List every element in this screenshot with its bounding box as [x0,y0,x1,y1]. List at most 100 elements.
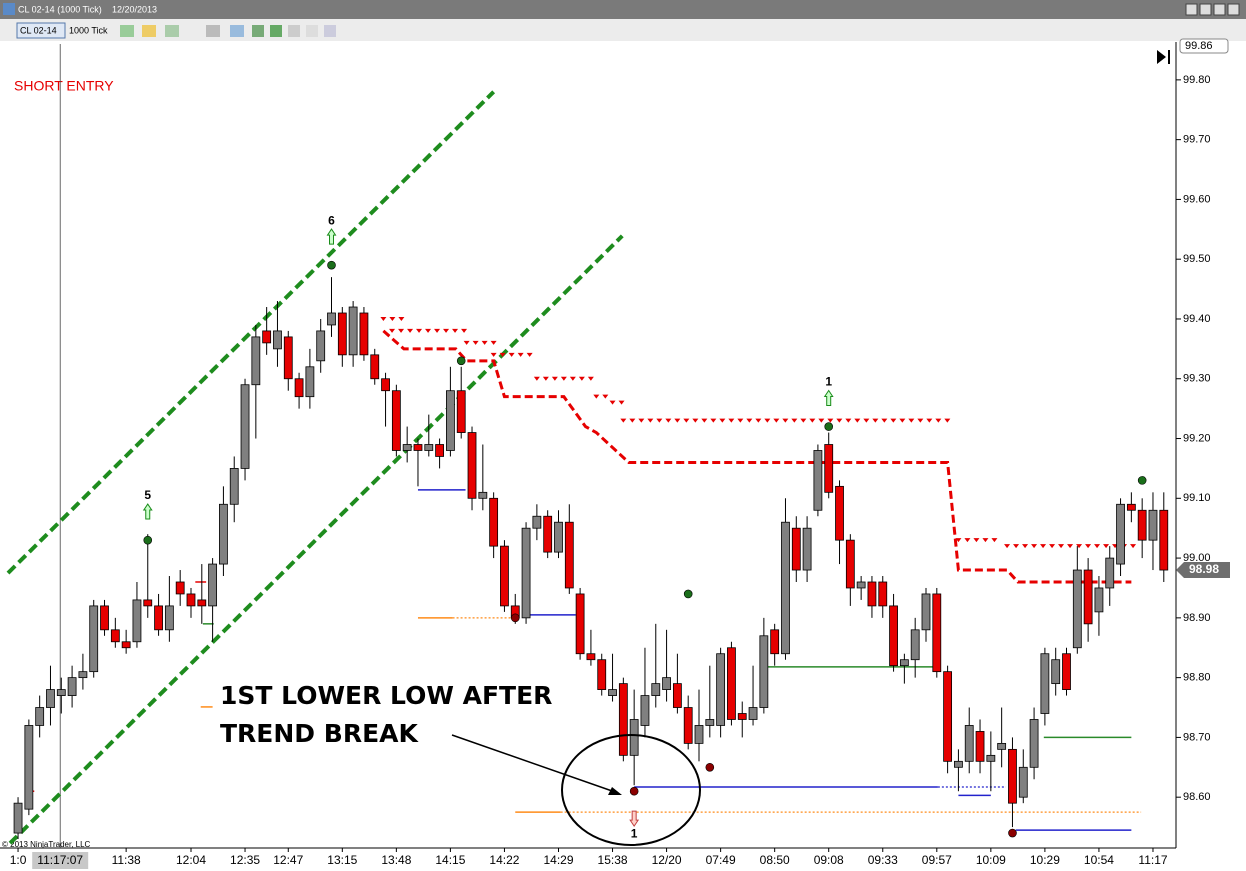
close-button[interactable] [1227,3,1240,16]
plot: 98.60 98.70 98.80 98.90 99.00 99.10 99.20 99.30… [6,38,1230,869]
window-date: 12/20/2013 [112,4,157,14]
candle-body [662,677,671,690]
candle-body [24,725,34,810]
icon[interactable] [120,25,134,37]
icon[interactable] [142,25,156,37]
signal-label: 1 [825,375,832,389]
candle-body [1083,569,1093,625]
cursor-box [32,852,89,869]
stop-markers [620,418,951,423]
stop-markers [1004,544,1137,549]
candle-body [186,593,196,607]
x-tick-label: 11:17 [1138,853,1167,867]
icon[interactable] [270,25,282,37]
callout-arrowhead [608,787,622,795]
title-bar [0,0,1246,19]
candle-body [478,491,488,499]
candle-body [672,683,682,708]
stop-markers [463,340,497,345]
candle-body [337,312,347,356]
cursor-label: 11:17:07 [37,853,83,867]
candle-body [1137,509,1147,541]
icon[interactable] [206,25,220,37]
y-tick-label: 99.20 [1183,432,1211,444]
candle-body [813,450,823,511]
candle-body [802,527,812,571]
candle-body [219,503,228,565]
candle-body [327,312,336,326]
top-price-label: 99.86 [1185,40,1213,52]
candle-body [175,581,185,595]
icon[interactable] [252,25,264,37]
candle-body [878,581,888,607]
y-tick-label: 99.80 [1183,74,1211,86]
signal-label: 1 [631,826,638,840]
signal-dot [327,260,336,270]
y-tick-label: 99.10 [1183,492,1211,504]
trend-line [8,234,624,845]
icon[interactable] [230,25,244,37]
candle-body [348,306,358,356]
candle-body [446,390,455,451]
candle-body [121,641,131,649]
x-tick-label: 09:33 [868,853,898,867]
candle-body [845,539,855,589]
candle-body [629,719,639,756]
x-tick-label: 12:35 [230,853,260,867]
candle-body [554,521,563,553]
candle-body [143,599,153,607]
icon[interactable] [324,25,336,37]
x-tick-label: 10:54 [1084,853,1114,867]
stop-markers [533,376,594,381]
candle-body [986,754,996,762]
maximize-button[interactable] [1213,3,1226,16]
candle-body [781,521,790,655]
x-tick-label: 15:38 [598,853,628,867]
x-tick-label: 09:08 [814,853,844,867]
minimize-button[interactable] [1199,3,1212,16]
icon[interactable] [288,25,300,37]
restore-button[interactable] [1185,3,1198,16]
candle-body [575,593,585,655]
candle-body [283,336,293,380]
x-tick-label: 10:29 [1030,853,1060,867]
candle-body [921,593,931,631]
y-tick-label: 98.60 [1183,791,1211,803]
candle-body [381,378,390,392]
x-tick-label: 09:57 [922,853,952,867]
candle-body [208,563,218,607]
y-tick-label: 98.80 [1183,672,1211,684]
candle-body [1051,659,1061,685]
stop-markers [609,400,625,405]
instrument-box[interactable] [16,22,66,39]
interval[interactable]: 1000 Tick [69,25,108,35]
y-tick-label: 99.60 [1183,193,1211,205]
signal-dot [456,356,466,366]
candle-body [856,581,866,589]
candle-body [132,599,142,643]
instrument[interactable]: CL 02-14 [20,25,57,35]
stop-markers [389,328,468,333]
scroll-end-button[interactable] [1157,50,1170,64]
candle-body [229,468,239,505]
candle-body [770,629,780,655]
x-tick-label: 14:29 [543,853,573,867]
candle-body [1126,503,1136,511]
candle-body [1040,653,1050,714]
candle-body [975,731,985,762]
stop-markers [593,394,609,399]
x-tick-label: 07:49 [706,853,736,867]
candle-body [964,725,974,762]
copyright: © 2013 NinjaTrader, LLC [2,840,91,849]
icon[interactable] [165,25,179,37]
candle-body [1072,569,1082,649]
toolbar-icons[interactable] [120,25,336,37]
x-tick-label: 1:0 [10,853,27,867]
signal-dot [510,613,520,623]
candle-body [618,683,628,756]
candle-body [262,330,272,344]
x-tick-label: 12:47 [273,853,303,867]
short-entry-label: SHORT ENTRY [14,78,114,94]
candle-body [1148,509,1158,541]
icon[interactable] [306,25,318,37]
